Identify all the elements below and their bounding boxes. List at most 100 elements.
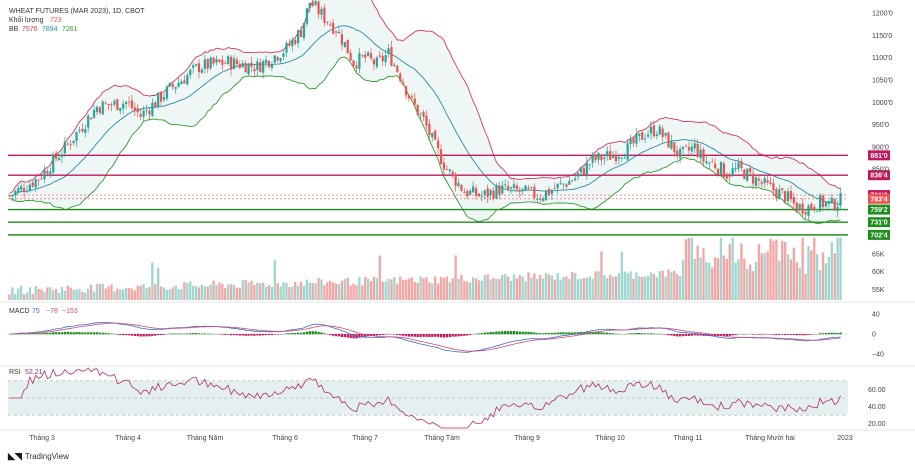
macd-histogram-bar <box>824 333 828 335</box>
volume-bar <box>830 242 833 300</box>
bb-legend-lower: 7261 <box>62 26 78 33</box>
candle-body <box>87 115 90 128</box>
macd-histogram-bar <box>148 334 151 337</box>
volume-bar <box>22 294 26 300</box>
candle-body <box>553 188 556 189</box>
candle-body <box>279 58 282 62</box>
candle-body <box>101 101 104 115</box>
volume-tick-label: 60K <box>872 269 885 276</box>
macd-histogram-bar <box>168 333 172 335</box>
macd-histogram-bar <box>649 333 653 335</box>
volume-bar <box>183 282 186 300</box>
macd-histogram-bar <box>521 331 524 335</box>
candle-body <box>192 65 195 68</box>
volume-bar <box>366 278 370 300</box>
candle-body <box>326 22 329 23</box>
axes: 1200'0 1150'0 1100'0 1050'0 1000'0 950'0 900'0… <box>0 11 915 442</box>
volume-bar <box>162 287 166 300</box>
macd-histogram-bar <box>778 334 781 335</box>
macd-histogram-bar <box>483 332 486 335</box>
candle-body <box>332 22 335 34</box>
macd-histogram-bar <box>192 333 195 335</box>
volume-bar <box>54 289 58 300</box>
volume-bar <box>609 274 612 300</box>
candle-body <box>539 198 542 200</box>
volume-bar <box>209 284 212 300</box>
candle-body <box>439 149 443 165</box>
candle-body <box>524 185 527 190</box>
macd-histogram-bar <box>684 334 688 336</box>
macd-histogram-bar <box>480 333 484 335</box>
candle-body <box>772 183 775 191</box>
candle-body <box>291 39 294 47</box>
volume-bar <box>253 285 256 300</box>
macd-histogram-bar <box>571 332 574 335</box>
candle-body <box>483 190 486 195</box>
candle-body <box>644 138 647 140</box>
volume-bar <box>643 276 647 300</box>
volume-bar <box>14 293 17 300</box>
volume-bar <box>617 272 621 300</box>
macd-histogram-bar <box>162 334 166 335</box>
candle-body <box>253 68 256 72</box>
volume-bar <box>396 283 399 300</box>
macd-histogram-bar <box>783 334 787 336</box>
candle-body <box>413 98 416 105</box>
volume-bar <box>159 286 163 300</box>
volume-bar <box>772 240 775 300</box>
macd-histogram-bar <box>98 332 102 335</box>
candle-body <box>177 82 180 87</box>
volume-bar <box>751 271 755 300</box>
macd-histogram-bar <box>489 331 492 335</box>
volume-bar <box>101 283 104 300</box>
candle-body <box>693 143 696 149</box>
candle-body <box>565 184 568 187</box>
candle-body <box>28 184 31 191</box>
macd-histogram-bar <box>466 334 469 336</box>
candle-body <box>530 187 533 188</box>
volume-bar <box>124 287 128 300</box>
volume-bar <box>821 252 825 300</box>
macd-histogram-bar <box>323 333 326 335</box>
macd-histogram-bar <box>113 333 116 335</box>
candle-body <box>92 109 96 118</box>
volume-bar <box>591 278 594 300</box>
volume-bar <box>212 280 215 300</box>
macd-histogram-bar <box>256 334 259 336</box>
volume-bar <box>157 268 160 300</box>
candle-body <box>734 167 737 170</box>
macd-histogram-bar <box>693 334 696 336</box>
volume-bar <box>78 289 81 300</box>
volume-bar <box>422 278 425 300</box>
candle-body <box>719 161 723 176</box>
candle-body <box>95 106 99 112</box>
candle-body <box>638 133 641 136</box>
volume-bar <box>471 277 475 300</box>
macd-histogram-bar <box>664 334 667 335</box>
macd-histogram-bar <box>722 334 726 336</box>
candle-body <box>90 117 93 120</box>
macd-histogram-bar <box>515 331 519 335</box>
candle-body <box>766 180 769 183</box>
volume-bar <box>355 285 358 300</box>
macd-histogram-bar <box>728 334 731 336</box>
volume-bar <box>463 280 466 300</box>
volume-bar <box>836 237 839 300</box>
macd-histogram-bar <box>340 334 344 337</box>
volume-bar <box>597 271 600 300</box>
volume-bar <box>416 282 419 300</box>
macd-histogram-bar <box>34 333 37 335</box>
rsi-pane <box>8 367 848 429</box>
candle-body <box>813 207 816 211</box>
candle-body <box>352 60 355 66</box>
volume-bar <box>711 267 714 300</box>
candle-body <box>428 123 431 136</box>
candle-body <box>469 190 472 195</box>
macd-histogram-bar <box>396 334 399 335</box>
macd-histogram-bar <box>676 334 679 337</box>
macd-histogram-bar <box>189 333 192 335</box>
candle-body <box>515 185 518 190</box>
candle-body <box>836 206 839 212</box>
volume-bar <box>626 273 629 300</box>
